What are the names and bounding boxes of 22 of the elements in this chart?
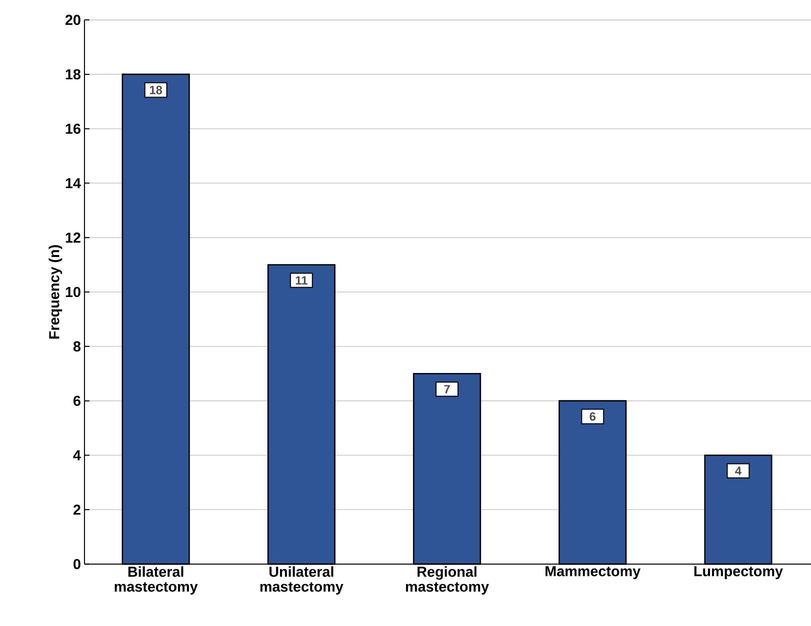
y-tick-label: 20	[65, 14, 80, 26]
y-tick-label: 16	[66, 124, 80, 134]
data-label: 11	[296, 276, 308, 285]
y-tick-label: 14	[66, 178, 81, 188]
x-tick-label: Lumpectomy	[694, 566, 783, 580]
data-label: 6	[590, 412, 596, 421]
data-label: 18	[150, 86, 162, 94]
y-tick-label: 4	[73, 450, 81, 460]
data-label: 7	[444, 385, 450, 394]
y-axis-title: Frequency (n)	[48, 245, 62, 339]
y-tick-label: 8	[73, 341, 81, 352]
x-tick-label: Unilateral mastectomy	[260, 566, 344, 595]
x-tick-label: Bilateral mastectomy	[114, 566, 198, 595]
data-label: 4	[735, 466, 742, 475]
x-tick-label: Mammectomy	[546, 566, 641, 580]
y-tick-label: 18	[66, 69, 81, 80]
y-tick-label: 12	[66, 232, 80, 243]
y-tick-label: 10	[66, 286, 80, 298]
y-tick-label: 0	[74, 559, 80, 570]
x-tick-label: Regional mastectomy	[406, 566, 489, 595]
y-tick-label: 2	[73, 504, 80, 515]
y-tick-label: 6	[73, 396, 80, 406]
